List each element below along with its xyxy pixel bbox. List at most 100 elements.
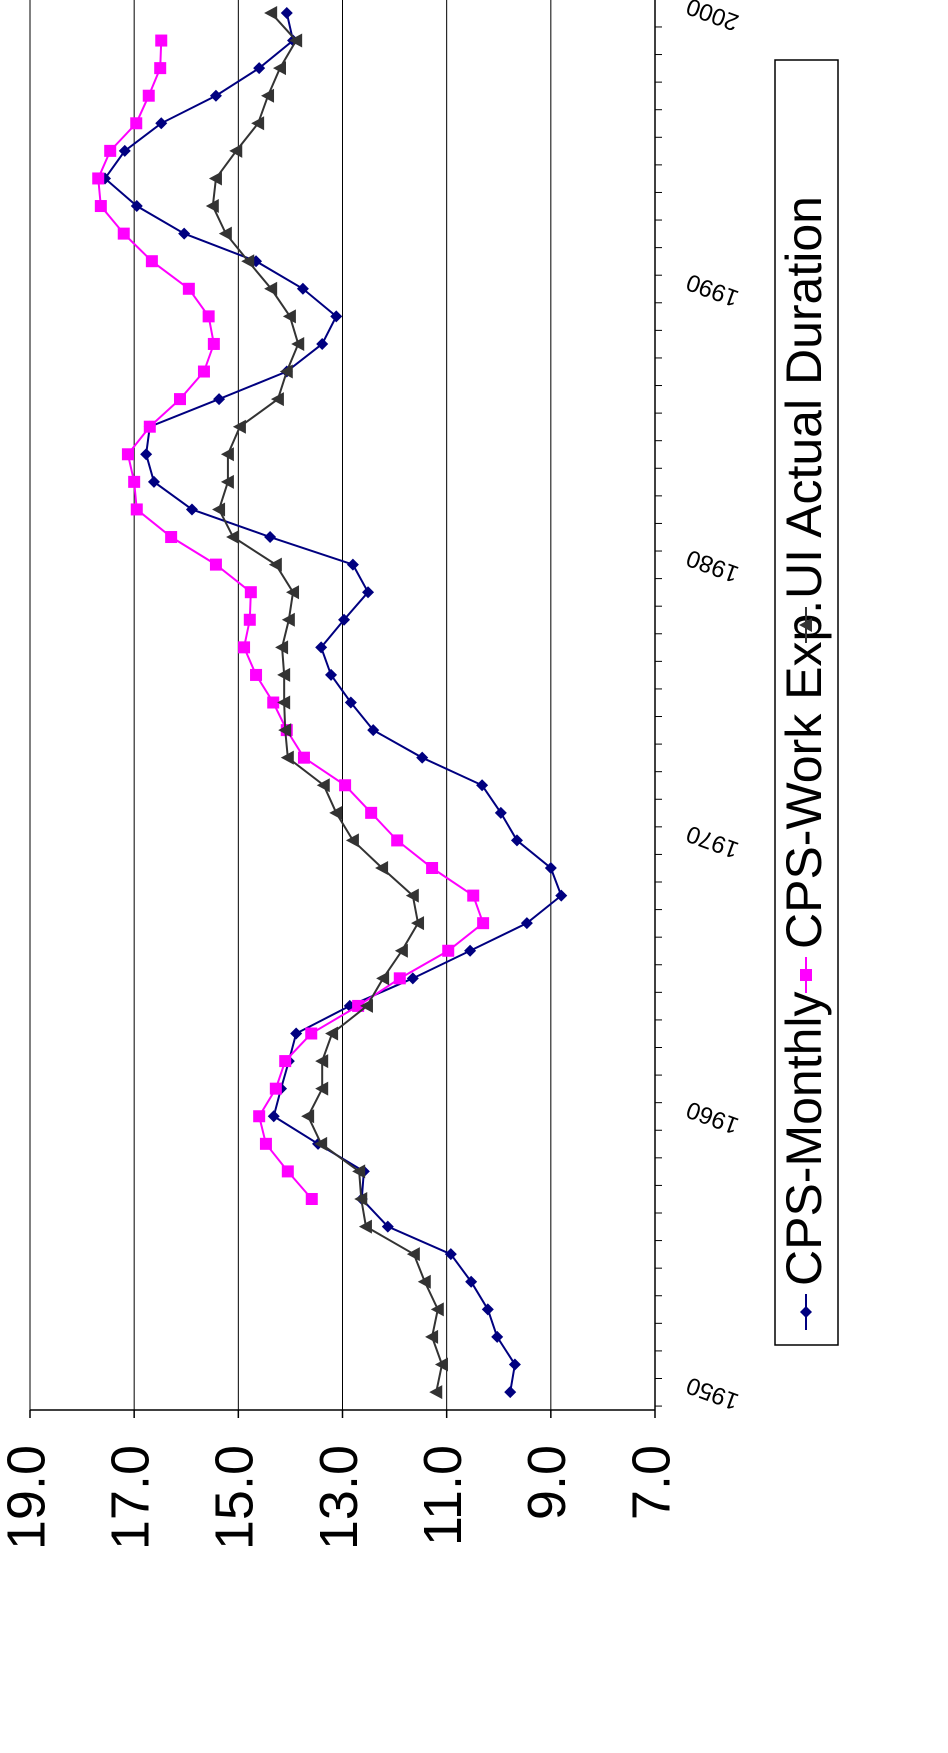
marker — [202, 310, 215, 323]
marker — [270, 392, 284, 407]
marker — [121, 448, 134, 461]
marker — [218, 226, 232, 241]
marker — [130, 200, 143, 213]
x-tick-label: 1970 — [683, 820, 742, 864]
marker — [344, 696, 357, 709]
marker — [329, 805, 343, 820]
marker — [555, 889, 568, 902]
marker — [286, 585, 300, 600]
marker — [279, 364, 293, 379]
marker — [197, 365, 210, 378]
marker — [362, 586, 375, 599]
marker — [281, 1165, 294, 1178]
y-tick-label: 11.0 — [413, 1445, 473, 1546]
marker — [208, 171, 222, 186]
marker — [359, 998, 373, 1013]
marker — [281, 612, 295, 627]
marker — [232, 419, 246, 434]
marker — [182, 282, 195, 295]
marker — [800, 1306, 812, 1318]
marker — [314, 1136, 328, 1151]
marker — [209, 89, 222, 102]
marker — [155, 34, 168, 47]
marker — [212, 502, 226, 517]
x-tick-label: 1960 — [683, 1096, 742, 1140]
marker — [277, 667, 291, 682]
marker — [465, 1275, 478, 1288]
marker — [315, 1081, 329, 1096]
marker — [411, 916, 425, 931]
marker — [430, 1302, 444, 1317]
marker — [297, 751, 310, 764]
marker — [165, 531, 178, 544]
marker — [405, 888, 419, 903]
marker — [442, 944, 455, 957]
marker — [279, 1055, 292, 1068]
y-tick-label: 13.0 — [309, 1445, 369, 1550]
marker — [244, 586, 257, 599]
marker — [406, 1247, 420, 1262]
marker — [476, 779, 489, 792]
marker — [264, 531, 277, 544]
marker — [520, 917, 533, 930]
marker — [267, 696, 280, 709]
marker — [261, 88, 275, 103]
marker — [291, 336, 305, 351]
marker — [352, 1164, 366, 1179]
marker — [339, 779, 352, 792]
marker — [155, 117, 168, 130]
marker — [800, 969, 812, 981]
marker — [280, 6, 293, 19]
legend-label: CPS-Work Exp. — [776, 600, 832, 949]
y-tick-label: 9.0 — [517, 1445, 577, 1520]
marker — [207, 337, 220, 350]
marker — [213, 393, 226, 406]
marker — [117, 227, 130, 240]
marker — [504, 1386, 517, 1399]
marker — [330, 310, 343, 323]
marker — [510, 834, 523, 847]
rotated-chart: 7.0 9.0 11.0 13.0 15.0 17.0 19.0 1950 1960 1970 19… — [0, 0, 839, 1550]
marker — [275, 640, 289, 655]
marker — [464, 944, 477, 957]
legend-label: UI Actual Duration — [776, 196, 832, 599]
marker — [205, 199, 219, 214]
marker — [243, 613, 256, 626]
marker — [325, 1026, 339, 1041]
marker — [376, 971, 390, 986]
marker — [226, 530, 240, 545]
marker — [142, 89, 155, 102]
marker — [259, 1137, 272, 1150]
marker — [508, 1358, 521, 1371]
marker — [118, 144, 131, 157]
marker — [264, 5, 278, 20]
marker — [434, 1357, 448, 1372]
marker — [280, 750, 294, 765]
marker — [345, 833, 359, 848]
series-line — [211, 12, 444, 1393]
marker — [391, 834, 404, 847]
marker — [154, 62, 167, 75]
marker — [220, 447, 234, 462]
marker — [481, 1303, 494, 1316]
y-tick-label: 15.0 — [205, 1445, 265, 1550]
marker — [429, 1385, 443, 1400]
marker — [241, 254, 255, 269]
marker — [305, 1027, 318, 1040]
marker — [296, 282, 309, 295]
y-tick-label: 7.0 — [621, 1445, 681, 1520]
legend-label: CPS-Monthly — [776, 991, 832, 1286]
marker — [477, 917, 490, 930]
marker — [338, 613, 351, 626]
y-tick-label: 17.0 — [100, 1445, 160, 1550]
marker — [278, 723, 292, 738]
marker — [94, 200, 107, 213]
x-tick-label: 1980 — [683, 544, 742, 588]
legend-box — [774, 59, 839, 1346]
marker — [315, 1054, 329, 1069]
marker — [425, 1329, 439, 1344]
marker — [375, 861, 389, 876]
marker — [273, 61, 286, 76]
marker — [417, 1274, 431, 1289]
